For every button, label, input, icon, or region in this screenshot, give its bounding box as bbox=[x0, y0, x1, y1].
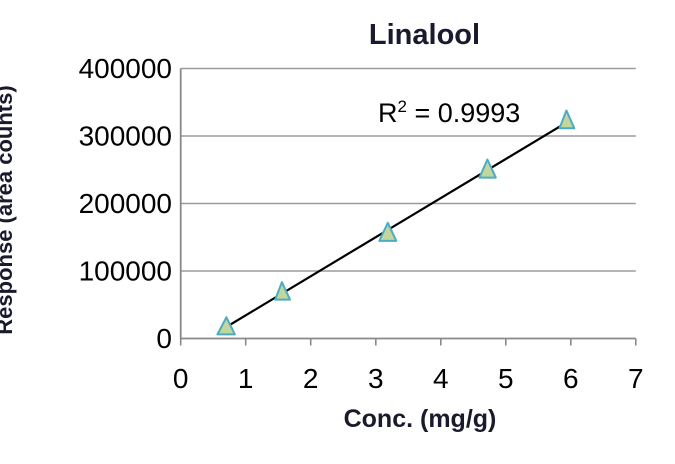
svg-text:7: 7 bbox=[628, 363, 644, 394]
svg-text:1: 1 bbox=[238, 363, 254, 394]
svg-text:4: 4 bbox=[433, 363, 449, 394]
svg-text:200000: 200000 bbox=[79, 188, 172, 219]
svg-text:300000: 300000 bbox=[79, 121, 172, 152]
svg-text:0: 0 bbox=[173, 363, 189, 394]
svg-text:3: 3 bbox=[368, 363, 384, 394]
svg-text:100000: 100000 bbox=[79, 256, 172, 287]
svg-text:400000: 400000 bbox=[79, 53, 172, 84]
svg-text:6: 6 bbox=[563, 363, 579, 394]
svg-text:0: 0 bbox=[156, 323, 172, 354]
svg-text:2: 2 bbox=[303, 363, 319, 394]
svg-text:5: 5 bbox=[498, 363, 514, 394]
